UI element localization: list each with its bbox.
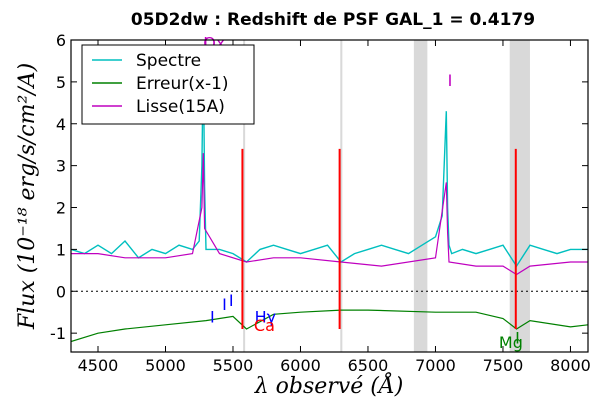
chart-title: 05D2dw : Redshift de PSF GAL_1 = 0.4179	[131, 10, 535, 30]
annotation-9: Mg	[499, 333, 523, 352]
y-tick-label-6: 5	[56, 73, 66, 92]
legend-label-0: Spectre	[136, 51, 201, 71]
shaded-band-3	[509, 40, 530, 352]
legend-box	[81, 44, 255, 125]
y-tick-label-0: -1	[50, 324, 66, 343]
annotation-3: I	[210, 308, 215, 327]
shaded-band-0	[243, 40, 246, 352]
annotation-6: Hγ	[255, 308, 277, 327]
x-tick-label-4: 6500	[348, 356, 389, 375]
annotation-7: Ca	[254, 316, 275, 335]
annotation-4: I	[222, 295, 227, 314]
legend-label-1: Erreur(x-1)	[136, 74, 229, 94]
x-tick-label-2: 5500	[213, 356, 254, 375]
x-tick-label-7: 8000	[550, 356, 591, 375]
annotation-2: I	[448, 71, 453, 90]
y-tick-label-1: 0	[56, 282, 66, 301]
y-tick-label-7: 6	[56, 31, 66, 50]
y-tick-label-4: 3	[56, 157, 66, 176]
shaded-band-2	[413, 40, 428, 352]
x-tick-label-1: 5000	[145, 356, 186, 375]
x-tick-label-3: 6000	[280, 356, 321, 375]
x-tick-label-6: 7500	[483, 356, 524, 375]
series-line-2	[71, 153, 588, 276]
y-axis-label: Flux (10⁻¹⁸ erg/s/cm²/A)	[15, 63, 40, 330]
annotation-8: I	[515, 329, 520, 348]
plot-frame	[70, 39, 589, 353]
annotation-5: I	[229, 291, 234, 310]
shaded-band-1	[340, 40, 343, 352]
annotation-1: I	[203, 33, 208, 52]
series-line-1	[71, 309, 588, 343]
y-tick-label-3: 2	[56, 199, 66, 218]
legend: Spectre Erreur(x-1) Lisse(15A)	[81, 44, 255, 125]
x-axis-label: λ observé (Å)	[254, 371, 404, 399]
y-tick-label-2: 1	[56, 240, 66, 259]
y-tick-label-5: 4	[56, 115, 66, 134]
x-tick-label-0: 4500	[78, 356, 119, 375]
legend-label-2: Lisse(15A)	[136, 97, 225, 117]
x-tick-label-5: 7000	[415, 356, 456, 375]
